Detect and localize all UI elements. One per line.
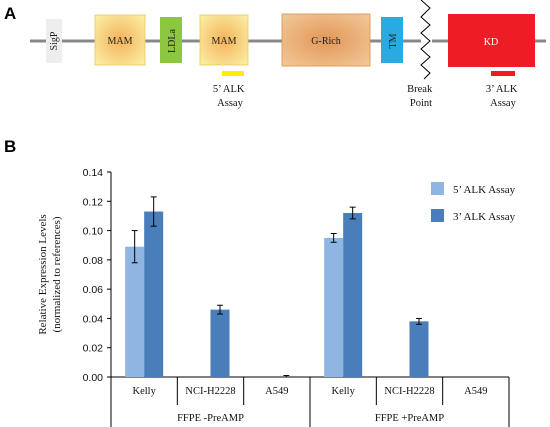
category-label: NCI-H2228: [384, 386, 434, 397]
panel-a: A SigP MAM LDLa MAM G-Rich TM: [4, 0, 546, 109]
assay-5-label: 5’ ALK Assay: [213, 84, 247, 109]
y-tick-label: 0.04: [83, 313, 104, 325]
domain-mam-2: MAM: [199, 14, 249, 66]
y-axis-label-line: Relative Expression Levels: [37, 214, 49, 334]
domain-ldla-label: LDLa: [167, 29, 178, 53]
assay-5-label-line2: Assay: [217, 98, 243, 109]
domain-tm-label: TM: [388, 33, 399, 48]
break-point-label-line2: Point: [410, 98, 432, 109]
panel-b-letter: B: [4, 137, 16, 156]
domain-sigp-label: SigP: [49, 31, 60, 50]
assay-3-label-line2: Assay: [490, 98, 516, 109]
domain-g-rich-label: G-Rich: [311, 36, 340, 47]
bar: [409, 321, 429, 377]
bar: [125, 246, 145, 377]
assay-3-label-line1: 3’ ALK: [486, 84, 518, 95]
domain-sigp: SigP: [46, 19, 62, 63]
y-tick-label: 0.12: [83, 196, 104, 208]
domain-ldla: LDLa: [160, 17, 182, 63]
domain-kd-label: KD: [484, 37, 498, 48]
y-tick-label: 0.08: [83, 255, 104, 267]
domain-mam-1: MAM: [94, 14, 146, 66]
bar-chart: 0.00 0.02 0.04 0.06 0.08 0.10 0.12 0.14 Relative…: [37, 167, 516, 427]
y-tick-label: 0.10: [83, 226, 104, 238]
category-label: Kelly: [332, 386, 356, 397]
y-axis-label-line: (normalized to references): [51, 216, 63, 332]
category-label: A549: [265, 386, 288, 397]
break-point-zigzag: [420, 0, 431, 80]
y-tick-label: 0.06: [83, 284, 104, 296]
domain-mam-1-label: MAM: [107, 36, 132, 47]
panel-b: B 0.00 0.02 0.04 0.06 0.08 0.10 0.12 0.14 Relati…: [4, 137, 516, 427]
bar: [144, 211, 164, 377]
break-point-label-line1: Break: [407, 84, 433, 95]
bar: [210, 309, 230, 377]
assay-5-marker: [222, 71, 244, 76]
assay-3-label: 3’ ALK Assay: [486, 84, 520, 109]
legend-swatch: [431, 182, 444, 195]
category-label: NCI-H2228: [185, 386, 235, 397]
domain-kd: KD: [448, 14, 535, 67]
group-label: FFPE +PreAMP: [375, 413, 444, 424]
domain-g-rich: G-Rich: [281, 13, 371, 67]
domain-tm: TM: [381, 17, 403, 63]
panel-a-letter: A: [4, 4, 16, 23]
y-tick-label: 0.14: [83, 167, 104, 179]
assay-3-marker: [491, 71, 515, 76]
legend-label: 3’ ALK Assay: [453, 211, 516, 223]
y-tick-label: 0.00: [83, 372, 104, 384]
y-axis-label: Relative Expression Levels (normalized to…: [37, 214, 63, 334]
bar: [343, 213, 363, 377]
bar: [324, 237, 344, 377]
domain-mam-2-label: MAM: [211, 36, 236, 47]
assay-5-label-line1: 5’ ALK: [213, 84, 245, 95]
category-label: Kelly: [133, 386, 157, 397]
break-point-label: Break Point: [407, 84, 435, 109]
y-tick-label: 0.02: [83, 343, 104, 355]
legend-swatch: [431, 209, 444, 222]
category-label: A549: [464, 386, 487, 397]
group-label: FFPE -PreAMP: [177, 413, 244, 424]
legend-label: 5’ ALK Assay: [453, 184, 516, 196]
